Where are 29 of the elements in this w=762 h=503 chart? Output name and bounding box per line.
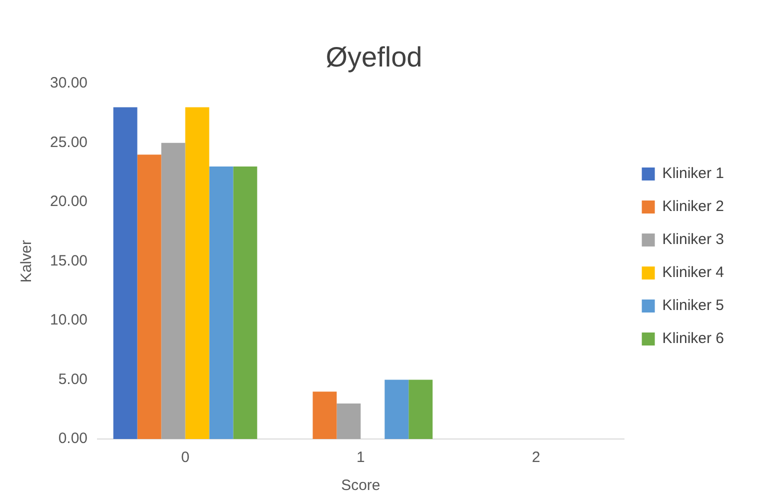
y-tick-label: 25.00	[50, 134, 88, 151]
bar	[408, 380, 433, 439]
x-tick-label: 0	[181, 449, 190, 466]
y-axis-title: Kalver	[18, 240, 36, 283]
bar	[185, 107, 210, 439]
y-tick-label: 0.00	[58, 430, 88, 448]
x-tick-label: 2	[532, 449, 540, 466]
bar	[113, 107, 138, 439]
bar	[209, 166, 234, 439]
y-tick-label: 30.00	[50, 74, 88, 92]
y-tick-label: 10.00	[50, 312, 88, 329]
x-axis-title: Score	[341, 477, 380, 494]
legend-label: Kliniker 3	[662, 231, 724, 248]
legend-label: Kliniker 2	[662, 198, 724, 216]
y-tick-label: 15.00	[50, 252, 88, 270]
bar	[384, 380, 409, 439]
legend-label: Kliniker 5	[662, 297, 724, 314]
legend-label: Kliniker 4	[662, 264, 724, 282]
legend-label: Kliniker 6	[662, 330, 724, 348]
bar	[336, 403, 361, 439]
legend-label: Kliniker 1	[662, 165, 724, 182]
bar	[233, 166, 258, 439]
bar	[312, 392, 337, 439]
bar	[161, 142, 186, 439]
x-tick-label: 1	[356, 449, 365, 466]
bar	[137, 154, 162, 439]
chart-title: Øyeflod	[326, 42, 422, 73]
y-tick-label: 20.00	[50, 193, 88, 210]
y-tick-label: 5.00	[58, 370, 88, 388]
